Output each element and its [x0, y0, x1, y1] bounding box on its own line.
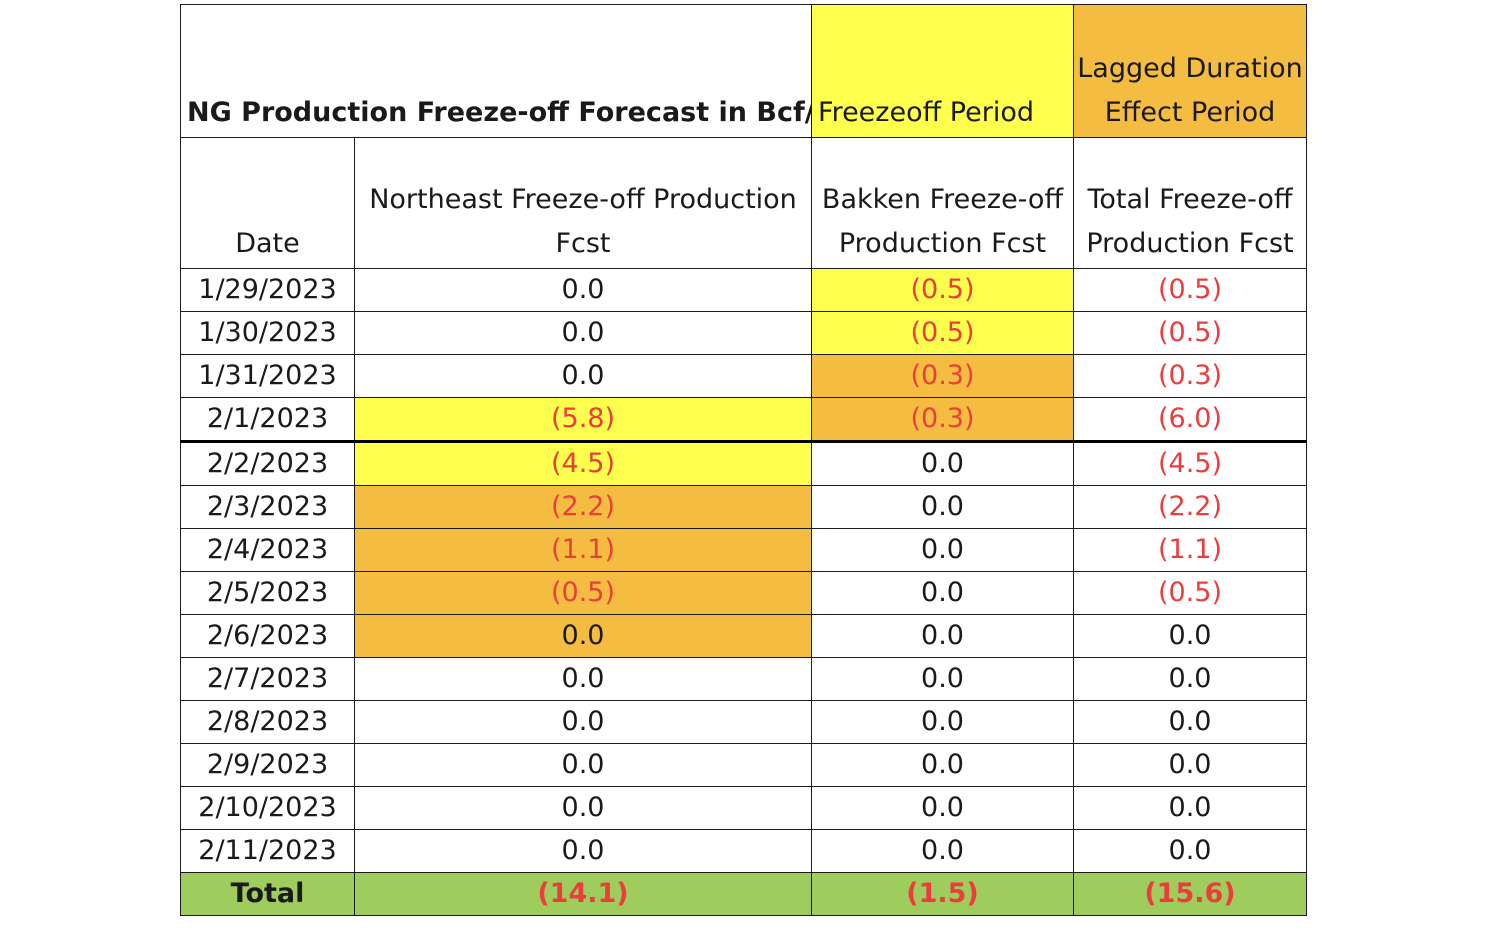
cell-northeast: 0.0: [354, 354, 812, 398]
cell-northeast: 0.0: [354, 311, 812, 355]
cell-date: 2/6/2023: [180, 614, 355, 658]
table-row: 2/7/2023 0.0 0.0 0.0: [180, 657, 1307, 701]
cell-northeast: 0.0: [354, 786, 812, 830]
cell-total: (0.5): [1073, 571, 1307, 615]
cell-date: 1/29/2023: [180, 268, 355, 312]
table-row: 2/10/2023 0.0 0.0 0.0: [180, 786, 1307, 830]
cell-northeast: (0.5): [354, 571, 812, 615]
cell-date: 2/8/2023: [180, 700, 355, 744]
cell-northeast: 0.0: [354, 657, 812, 701]
cell-total: (6.0): [1073, 397, 1307, 443]
cell-northeast: (2.2): [354, 485, 812, 529]
cell-date: 1/30/2023: [180, 311, 355, 355]
total-bakken: (1.5): [811, 872, 1074, 916]
cell-bakken: 0.0: [811, 743, 1074, 787]
cell-date: 2/4/2023: [180, 528, 355, 572]
cell-northeast: (5.8): [354, 397, 812, 443]
cell-bakken: 0.0: [811, 485, 1074, 529]
cell-bakken: 0.0: [811, 571, 1074, 615]
total-northeast: (14.1): [354, 872, 812, 916]
cell-date: 2/7/2023: [180, 657, 355, 701]
column-header-northeast: Northeast Freeze-off Production Fcst: [354, 137, 812, 269]
cell-total: (1.1): [1073, 528, 1307, 572]
table-row: 2/9/2023 0.0 0.0 0.0: [180, 743, 1307, 787]
cell-northeast: (4.5): [354, 441, 812, 486]
cell-bakken: 0.0: [811, 441, 1074, 486]
cell-date: 2/10/2023: [180, 786, 355, 830]
cell-total: 0.0: [1073, 700, 1307, 744]
cell-total: 0.0: [1073, 786, 1307, 830]
cell-bakken: 0.0: [811, 528, 1074, 572]
cell-total: (0.3): [1073, 354, 1307, 398]
cell-northeast: (1.1): [354, 528, 812, 572]
legend-lagged-duration-period: Lagged Duration Effect Period: [1073, 4, 1307, 138]
cell-total: 0.0: [1073, 743, 1307, 787]
table-row: 2/8/2023 0.0 0.0 0.0: [180, 700, 1307, 744]
cell-northeast: 0.0: [354, 268, 812, 312]
table-row: 2/1/2023 (5.8) (0.3) (6.0): [180, 397, 1307, 443]
cell-bakken: 0.0: [811, 700, 1074, 744]
cell-bakken: (0.5): [811, 268, 1074, 312]
cell-northeast: 0.0: [354, 743, 812, 787]
cell-date: 2/2/2023: [180, 441, 355, 486]
cell-bakken: 0.0: [811, 786, 1074, 830]
cell-northeast: 0.0: [354, 829, 812, 873]
table-row: 2/6/2023 0.0 0.0 0.0: [180, 614, 1307, 658]
cell-total: (0.5): [1073, 268, 1307, 312]
column-header-date: Date: [180, 137, 355, 269]
table-row: 2/11/2023 0.0 0.0 0.0: [180, 829, 1307, 873]
cell-total: (0.5): [1073, 311, 1307, 355]
cell-northeast: 0.0: [354, 614, 812, 658]
cell-bakken: (0.3): [811, 354, 1074, 398]
table-row: 1/30/2023 0.0 (0.5) (0.5): [180, 311, 1307, 355]
cell-total: (2.2): [1073, 485, 1307, 529]
cell-total: (4.5): [1073, 441, 1307, 486]
cell-date: 2/11/2023: [180, 829, 355, 873]
cell-date: 2/5/2023: [180, 571, 355, 615]
column-header-total: Total Freeze-off Production Fcst: [1073, 137, 1307, 269]
cell-total: 0.0: [1073, 614, 1307, 658]
total-total: (15.6): [1073, 872, 1307, 916]
total-row: Total (14.1) (1.5) (15.6): [180, 872, 1307, 916]
table-row: 1/31/2023 0.0 (0.3) (0.3): [180, 354, 1307, 398]
cell-bakken: 0.0: [811, 829, 1074, 873]
cell-date: 1/31/2023: [180, 354, 355, 398]
cell-date: 2/3/2023: [180, 485, 355, 529]
freeze-off-forecast-table: NG Production Freeze-off Forecast in Bcf…: [180, 4, 1307, 916]
cell-northeast: 0.0: [354, 700, 812, 744]
table-row: 2/2/2023 (4.5) 0.0 (4.5): [180, 441, 1307, 486]
cell-bakken: 0.0: [811, 614, 1074, 658]
table-title: NG Production Freeze-off Forecast in Bcf…: [180, 4, 812, 138]
legend-freezeoff-period: Freezeoff Period: [811, 4, 1074, 138]
cell-bakken: 0.0: [811, 657, 1074, 701]
column-header-bakken: Bakken Freeze-off Production Fcst: [811, 137, 1074, 269]
cell-date: 2/1/2023: [180, 397, 355, 443]
total-label: Total: [180, 872, 355, 916]
column-header-row: Date Northeast Freeze-off Production Fcs…: [180, 137, 1307, 269]
cell-date: 2/9/2023: [180, 743, 355, 787]
cell-total: 0.0: [1073, 657, 1307, 701]
title-row: NG Production Freeze-off Forecast in Bcf…: [180, 4, 1307, 138]
cell-bakken: (0.3): [811, 397, 1074, 443]
table-row: 1/29/2023 0.0 (0.5) (0.5): [180, 268, 1307, 312]
cell-bakken: (0.5): [811, 311, 1074, 355]
cell-total: 0.0: [1073, 829, 1307, 873]
table-row: 2/3/2023 (2.2) 0.0 (2.2): [180, 485, 1307, 529]
table-row: 2/4/2023 (1.1) 0.0 (1.1): [180, 528, 1307, 572]
table-row: 2/5/2023 (0.5) 0.0 (0.5): [180, 571, 1307, 615]
